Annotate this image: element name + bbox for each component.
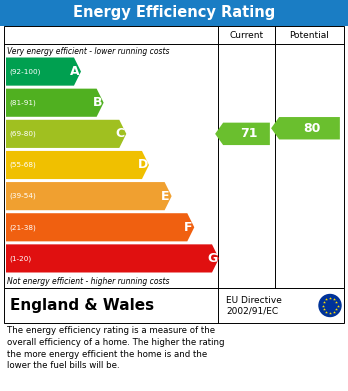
Text: England & Wales: England & Wales: [10, 298, 154, 313]
Text: (69-80): (69-80): [9, 131, 36, 137]
Text: F: F: [184, 221, 192, 234]
Text: (39-54): (39-54): [9, 193, 36, 199]
Text: The energy efficiency rating is a measure of the
overall efficiency of a home. T: The energy efficiency rating is a measur…: [7, 326, 224, 370]
Text: C: C: [116, 127, 125, 140]
Polygon shape: [6, 151, 149, 179]
Text: B: B: [93, 96, 102, 109]
Text: Energy Efficiency Rating: Energy Efficiency Rating: [73, 5, 275, 20]
Text: 80: 80: [303, 122, 320, 135]
Text: (1-20): (1-20): [9, 255, 31, 262]
Polygon shape: [6, 244, 219, 273]
Polygon shape: [6, 213, 194, 241]
Polygon shape: [6, 182, 172, 210]
Text: (81-91): (81-91): [9, 99, 36, 106]
Polygon shape: [6, 57, 81, 86]
Text: E: E: [161, 190, 170, 203]
Text: Very energy efficient - lower running costs: Very energy efficient - lower running co…: [7, 47, 169, 56]
Text: Current: Current: [229, 30, 263, 39]
Text: (55-68): (55-68): [9, 162, 36, 168]
Polygon shape: [215, 123, 270, 145]
Text: G: G: [208, 252, 218, 265]
Text: Potential: Potential: [290, 30, 330, 39]
Text: A: A: [70, 65, 80, 78]
Text: EU Directive
2002/91/EC: EU Directive 2002/91/EC: [226, 296, 282, 315]
Bar: [0, 0, 348, 26]
Polygon shape: [6, 120, 126, 148]
Polygon shape: [6, 89, 104, 117]
Text: Not energy efficient - higher running costs: Not energy efficient - higher running co…: [7, 276, 169, 285]
Bar: [4, 26, 344, 288]
Circle shape: [319, 294, 341, 316]
Text: D: D: [138, 158, 148, 172]
Text: (92-100): (92-100): [9, 68, 40, 75]
Text: (21-38): (21-38): [9, 224, 36, 231]
Text: 71: 71: [240, 127, 257, 140]
Polygon shape: [271, 117, 340, 140]
Bar: [4, 288, 344, 323]
